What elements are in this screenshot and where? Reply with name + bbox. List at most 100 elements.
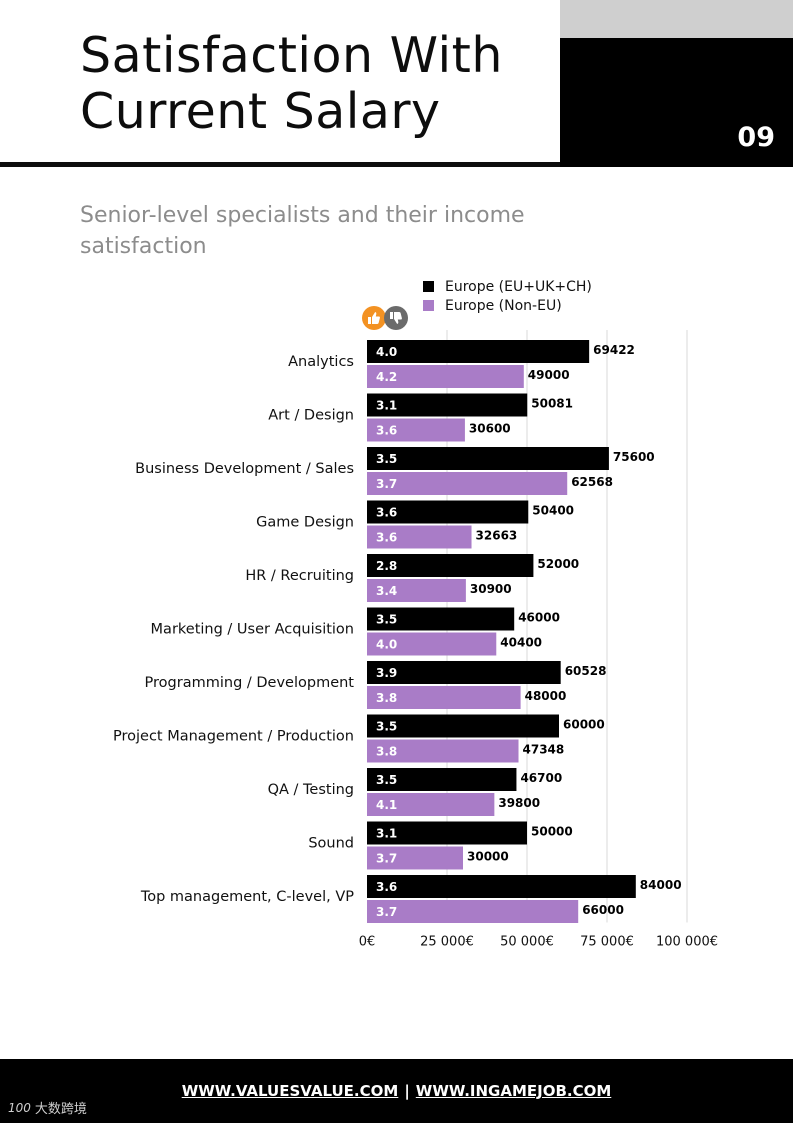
footer: WWW.VALUESVALUE.COM | WWW.INGAMEJOB.COM [0, 1059, 793, 1123]
chart-legend: Europe (EU+UK+CH) Europe (Non-EU) [423, 277, 592, 315]
bar-europe [367, 607, 515, 631]
value-label: 62568 [571, 475, 613, 489]
bar-europe [367, 661, 561, 684]
satisfaction-label: 3.6 [376, 531, 397, 545]
x-tick-label: 100 000€ [656, 935, 718, 950]
value-label: 69422 [593, 343, 635, 357]
x-tick-label: 50 000€ [500, 935, 554, 950]
x-tick-label: 0€ [359, 935, 376, 950]
value-label: 40400 [500, 636, 542, 650]
value-label: 30900 [470, 582, 512, 596]
value-label: 66000 [582, 903, 624, 917]
bar-non-eu [367, 739, 519, 763]
satisfaction-label: 3.8 [376, 691, 397, 705]
category-label: Game Design [256, 515, 354, 531]
category-label: Top management, C-level, VP [140, 889, 354, 905]
category-label: Art / Design [268, 408, 354, 424]
value-label: 32663 [476, 529, 518, 543]
value-label: 52000 [537, 557, 579, 571]
footer-separator: | [404, 1082, 410, 1100]
value-label: 50400 [532, 504, 574, 518]
value-label: 30000 [467, 850, 509, 864]
satisfaction-label: 2.8 [376, 559, 397, 573]
bar-europe [367, 447, 609, 470]
value-label: 48000 [525, 689, 567, 703]
bar-non-eu [367, 686, 521, 709]
category-label: Marketing / User Acquisition [151, 622, 354, 638]
category-label: Project Management / Production [113, 729, 354, 745]
thumbs-up-icon [362, 306, 386, 330]
bar-non-eu [367, 632, 497, 656]
watermark-mark: 100 [8, 1100, 31, 1115]
chart-subtitle: Senior-level specialists and their incom… [80, 203, 525, 259]
bar-non-eu [367, 472, 568, 495]
category-label: QA / Testing [268, 782, 354, 798]
category-label: HR / Recruiting [245, 568, 354, 584]
bar-europe [367, 768, 517, 791]
satisfaction-label: 4.0 [376, 345, 397, 359]
legend-item-non-eu: Europe (Non-EU) [423, 296, 592, 315]
bar-europe [367, 714, 559, 738]
bar-europe [367, 393, 528, 417]
satisfaction-label: 3.5 [376, 452, 397, 466]
bar-non-eu [367, 525, 472, 549]
bar-europe [367, 554, 534, 577]
legend-swatch-europe [423, 281, 434, 292]
value-label: 84000 [640, 878, 682, 892]
legend-swatch-non-eu [423, 300, 434, 311]
bar-non-eu [367, 846, 463, 870]
x-tick-label: 75 000€ [580, 935, 634, 950]
title-underline [0, 162, 560, 167]
satisfaction-rating-icons [362, 306, 408, 330]
value-label: 50081 [531, 397, 573, 411]
bar-europe [367, 875, 636, 898]
category-label: Business Development / Sales [135, 461, 354, 477]
bar-non-eu [367, 579, 466, 602]
legend-label-non-eu: Europe (Non-EU) [445, 297, 562, 314]
legend-item-europe: Europe (EU+UK+CH) [423, 277, 592, 296]
bar-europe [367, 500, 529, 524]
header-black-block: 09 [560, 38, 793, 167]
title-block: Satisfaction With Current Salary [0, 0, 560, 165]
bar-non-eu [367, 900, 579, 923]
bar-non-eu [367, 365, 524, 388]
page-number: 09 [737, 122, 775, 153]
satisfaction-label: 3.6 [376, 880, 397, 894]
value-label: 30600 [469, 422, 511, 436]
satisfaction-label: 3.4 [376, 584, 397, 598]
satisfaction-label: 3.8 [376, 745, 397, 759]
satisfaction-label: 3.1 [376, 827, 397, 841]
satisfaction-label: 3.6 [376, 506, 397, 520]
satisfaction-label: 3.9 [376, 666, 397, 680]
value-label: 50000 [531, 825, 573, 839]
category-label: Programming / Development [145, 675, 355, 691]
value-label: 60528 [565, 664, 607, 678]
footer-links: WWW.VALUESVALUE.COM | WWW.INGAMEJOB.COM [182, 1082, 612, 1100]
watermark: 100 大数跨境 [8, 1098, 87, 1118]
legend-label-europe: Europe (EU+UK+CH) [445, 278, 592, 295]
page-title: Satisfaction With Current Salary [80, 27, 503, 140]
satisfaction-label: 3.5 [376, 613, 397, 627]
satisfaction-label: 4.1 [376, 798, 397, 812]
footer-link-ingamejob[interactable]: WWW.INGAMEJOB.COM [415, 1082, 612, 1100]
value-label: 46700 [520, 771, 562, 785]
salary-bar-chart: Analytics 4.0 69422 4.2 49000 Art / Design 3.1… [113, 330, 718, 950]
satisfaction-label: 4.0 [376, 638, 397, 652]
bar-non-eu [367, 418, 465, 442]
bar-europe [367, 821, 527, 845]
category-label: Sound [308, 836, 354, 852]
value-label: 60000 [563, 718, 605, 732]
category-label: Analytics [288, 354, 354, 370]
satisfaction-label: 3.7 [376, 852, 397, 866]
value-label: 39800 [498, 796, 540, 810]
footer-link-valuesvalue[interactable]: WWW.VALUESVALUE.COM [181, 1082, 399, 1100]
x-tick-label: 25 000€ [420, 935, 474, 950]
value-label: 47348 [523, 743, 565, 757]
header-grey-band [560, 0, 793, 38]
value-label: 75600 [613, 450, 655, 464]
satisfaction-label: 3.6 [376, 424, 397, 438]
satisfaction-label: 3.1 [376, 399, 397, 413]
satisfaction-label: 4.2 [376, 370, 397, 384]
value-label: 46000 [518, 611, 560, 625]
watermark-text: 大数跨境 [34, 1102, 87, 1117]
